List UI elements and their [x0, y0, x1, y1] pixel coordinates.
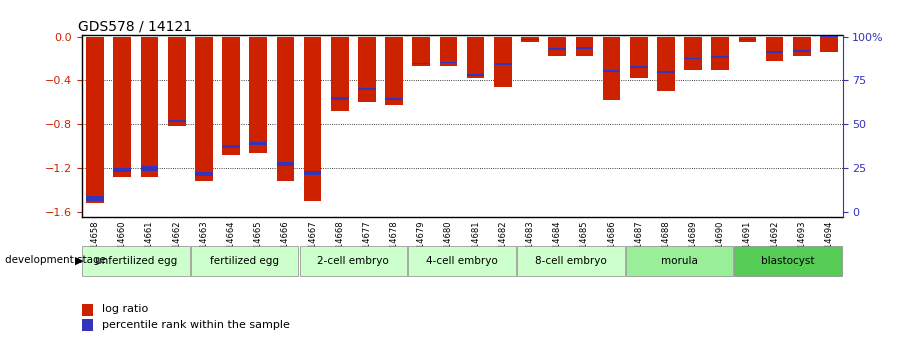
Text: fertilized egg: fertilized egg — [210, 256, 279, 266]
Bar — [385, 37, 403, 105]
Bar — [249, 142, 267, 145]
Text: percentile rank within the sample: percentile rank within the sample — [101, 320, 290, 330]
Bar — [113, 168, 131, 172]
FancyBboxPatch shape — [300, 246, 407, 276]
Bar — [467, 74, 485, 76]
FancyBboxPatch shape — [517, 246, 624, 276]
Bar — [358, 88, 376, 90]
Bar — [684, 58, 702, 59]
Bar — [304, 170, 322, 176]
Bar — [331, 97, 349, 100]
Bar — [575, 47, 593, 49]
Bar — [548, 48, 566, 50]
Bar — [684, 37, 702, 70]
FancyBboxPatch shape — [409, 246, 516, 276]
Bar — [738, 39, 757, 40]
Text: ▶: ▶ — [75, 256, 83, 265]
Bar — [86, 37, 104, 203]
Bar — [793, 37, 811, 56]
Bar — [358, 37, 376, 102]
Bar — [276, 162, 294, 166]
Text: log ratio: log ratio — [101, 305, 149, 314]
Bar — [548, 37, 566, 56]
Bar — [820, 36, 838, 37]
Bar — [657, 71, 675, 73]
Bar — [168, 120, 186, 122]
Bar — [630, 66, 648, 68]
Bar — [657, 37, 675, 91]
Bar — [494, 63, 512, 65]
Bar — [168, 37, 186, 127]
Bar — [793, 50, 811, 52]
Bar — [602, 70, 621, 72]
Text: development stage: development stage — [5, 256, 105, 265]
Bar — [412, 37, 430, 66]
Bar — [82, 304, 92, 316]
Bar — [140, 37, 159, 177]
Bar — [439, 37, 458, 66]
Bar — [195, 172, 213, 176]
Bar — [113, 37, 131, 177]
Bar — [140, 166, 159, 170]
Bar — [820, 37, 838, 52]
Text: GDS578 / 14121: GDS578 / 14121 — [78, 19, 192, 33]
Bar — [412, 63, 430, 64]
Bar — [766, 37, 784, 61]
Bar — [494, 37, 512, 87]
Bar — [602, 37, 621, 100]
Bar — [439, 62, 458, 63]
Bar — [195, 37, 213, 181]
FancyBboxPatch shape — [82, 246, 189, 276]
FancyBboxPatch shape — [735, 246, 842, 276]
Text: 8-cell embryo: 8-cell embryo — [535, 256, 607, 266]
Bar — [467, 37, 485, 78]
Bar — [304, 37, 322, 201]
FancyBboxPatch shape — [191, 246, 298, 276]
FancyBboxPatch shape — [626, 246, 733, 276]
Bar — [331, 37, 349, 111]
Bar — [766, 51, 784, 53]
Text: 2-cell embryo: 2-cell embryo — [317, 256, 390, 266]
Bar — [575, 37, 593, 56]
Bar — [249, 37, 267, 153]
Text: 4-cell embryo: 4-cell embryo — [426, 256, 498, 266]
Text: morula: morula — [661, 256, 698, 266]
Bar — [385, 98, 403, 100]
Bar — [222, 37, 240, 155]
Bar — [630, 37, 648, 78]
Bar — [521, 37, 539, 42]
Bar — [86, 196, 104, 201]
Bar — [276, 37, 294, 181]
Bar — [521, 39, 539, 40]
Bar — [711, 37, 729, 70]
Text: unfertilized egg: unfertilized egg — [95, 256, 177, 266]
Bar — [738, 37, 757, 42]
Text: blastocyst: blastocyst — [761, 256, 815, 266]
Bar — [222, 145, 240, 148]
Bar — [82, 319, 92, 331]
Bar — [711, 56, 729, 58]
